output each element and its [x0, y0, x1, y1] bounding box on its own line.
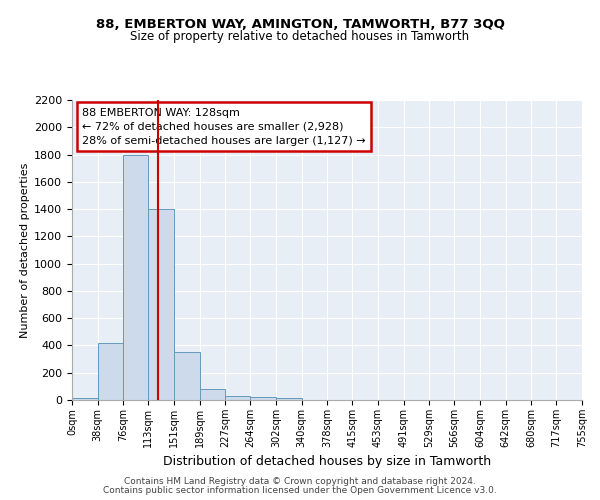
- Text: Size of property relative to detached houses in Tamworth: Size of property relative to detached ho…: [130, 30, 470, 43]
- Bar: [98, 342, 124, 400]
- Bar: [148, 209, 174, 400]
- Text: 88, EMBERTON WAY, AMINGTON, TAMWORTH, B77 3QQ: 88, EMBERTON WAY, AMINGTON, TAMWORTH, B7…: [95, 18, 505, 30]
- Text: 88 EMBERTON WAY: 128sqm
← 72% of detached houses are smaller (2,928)
28% of semi: 88 EMBERTON WAY: 128sqm ← 72% of detache…: [82, 108, 366, 146]
- Y-axis label: Number of detached properties: Number of detached properties: [20, 162, 30, 338]
- Bar: [276, 398, 302, 400]
- Bar: [226, 396, 250, 400]
- Text: Contains HM Land Registry data © Crown copyright and database right 2024.: Contains HM Land Registry data © Crown c…: [124, 477, 476, 486]
- Bar: [72, 398, 98, 400]
- Bar: [124, 154, 148, 400]
- Bar: [250, 396, 276, 400]
- Text: Contains public sector information licensed under the Open Government Licence v3: Contains public sector information licen…: [103, 486, 497, 495]
- Bar: [200, 389, 226, 400]
- Bar: [174, 352, 200, 400]
- X-axis label: Distribution of detached houses by size in Tamworth: Distribution of detached houses by size …: [163, 456, 491, 468]
